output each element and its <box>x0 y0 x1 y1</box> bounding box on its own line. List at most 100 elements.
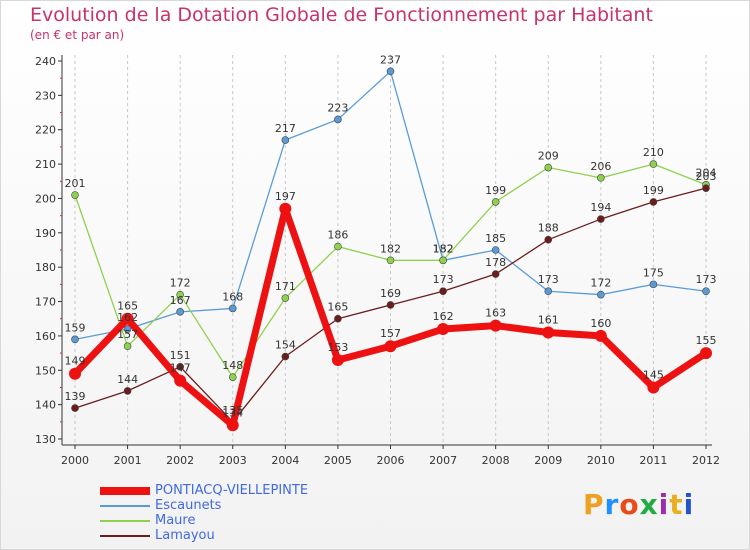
x-tick-label: 2001 <box>114 454 142 467</box>
y-tick-label: 170 <box>35 296 56 309</box>
data-label: 162 <box>433 310 454 323</box>
data-point <box>594 329 607 342</box>
data-label: 134 <box>222 406 243 419</box>
data-label: 173 <box>538 273 559 286</box>
data-point <box>123 387 132 395</box>
data-label: 175 <box>643 266 664 279</box>
x-tick-label: 2008 <box>482 454 510 467</box>
logo-letter: i <box>683 488 695 521</box>
data-label: 159 <box>65 321 86 334</box>
data-point <box>544 163 553 172</box>
data-point <box>121 312 134 325</box>
data-label: 217 <box>275 122 296 135</box>
data-label: 186 <box>327 229 348 242</box>
data-label: 147 <box>170 362 191 375</box>
data-point <box>597 290 605 299</box>
data-point <box>649 160 658 168</box>
data-point <box>69 367 81 380</box>
x-tick-label: 2011 <box>639 454 667 467</box>
data-label: 188 <box>538 222 559 235</box>
data-label: 182 <box>380 242 401 255</box>
data-label: 145 <box>643 368 664 381</box>
data-point <box>542 326 555 339</box>
data-point <box>176 363 184 371</box>
data-point <box>489 319 502 332</box>
data-label: 172 <box>590 277 611 290</box>
data-point <box>597 215 605 223</box>
data-label: 199 <box>643 184 664 197</box>
data-point <box>386 301 395 309</box>
x-tick-label: 2007 <box>429 454 457 467</box>
legend-swatch <box>100 520 150 522</box>
data-point <box>174 374 187 387</box>
legend-label: Escaunets <box>155 498 222 513</box>
data-point <box>123 325 132 333</box>
data-point <box>334 242 342 251</box>
data-point <box>491 246 500 254</box>
x-tick-label: 2009 <box>534 454 562 467</box>
legend-swatch <box>100 535 150 537</box>
data-point <box>544 235 553 244</box>
data-label: 157 <box>380 327 401 340</box>
data-label: 182 <box>433 242 454 255</box>
series-layer <box>69 67 712 432</box>
logo-letter: x <box>639 488 659 521</box>
data-label: 209 <box>538 150 559 163</box>
data-label: 204 <box>696 167 717 180</box>
legend-label: Lamayou <box>155 528 215 543</box>
legend-swatch <box>100 487 150 495</box>
data-point <box>439 287 447 296</box>
data-label: 199 <box>485 184 506 197</box>
y-tick-label: 240 <box>35 55 56 68</box>
data-point <box>702 184 710 192</box>
data-label: 197 <box>275 190 296 203</box>
data-point <box>649 198 658 206</box>
data-label: 162 <box>117 311 138 324</box>
data-label: 206 <box>590 160 611 173</box>
data-point <box>226 419 239 432</box>
data-label: 160 <box>590 317 611 330</box>
data-label: 182 <box>433 242 454 255</box>
data-label: 178 <box>485 256 506 269</box>
data-label: 151 <box>170 349 191 362</box>
data-point <box>647 381 660 394</box>
x-tick-label: 2006 <box>377 454 405 467</box>
data-label: 135 <box>222 404 243 417</box>
y-tick-label: 150 <box>35 364 56 377</box>
data-point <box>386 67 395 76</box>
x-tick-label: 2010 <box>587 454 615 467</box>
logo-letter: t <box>669 488 684 521</box>
proxiti-logo: Proxiti <box>583 488 694 521</box>
data-label: 157 <box>117 328 138 341</box>
data-label: 203 <box>696 170 717 183</box>
legend-swatch <box>100 505 150 507</box>
data-point <box>71 191 79 199</box>
data-point <box>491 198 500 206</box>
data-point <box>281 294 290 302</box>
data-label: 210 <box>643 146 664 159</box>
data-label: 172 <box>170 277 191 290</box>
legend-label: PONTIACQ-VIELLEPINTE <box>155 483 309 498</box>
y-tick-label: 220 <box>35 124 56 137</box>
data-point <box>176 290 184 299</box>
logo-letter: r <box>604 488 620 521</box>
data-label: 165 <box>327 301 348 314</box>
data-point <box>228 304 237 313</box>
logo-letter: o <box>619 488 640 521</box>
data-label: 139 <box>65 390 86 403</box>
data-point <box>176 308 184 316</box>
x-tick-label: 2003 <box>219 454 247 467</box>
y-tick-label: 130 <box>35 433 56 446</box>
data-label: 168 <box>222 290 243 303</box>
logo-letter: P <box>583 488 605 521</box>
data-point <box>702 287 710 296</box>
data-label: 171 <box>275 280 296 293</box>
data-label: 149 <box>65 355 86 368</box>
data-point <box>386 256 395 265</box>
data-point <box>334 115 342 124</box>
data-label: 173 <box>696 273 717 286</box>
data-label: 194 <box>590 201 611 214</box>
data-point <box>71 335 79 344</box>
